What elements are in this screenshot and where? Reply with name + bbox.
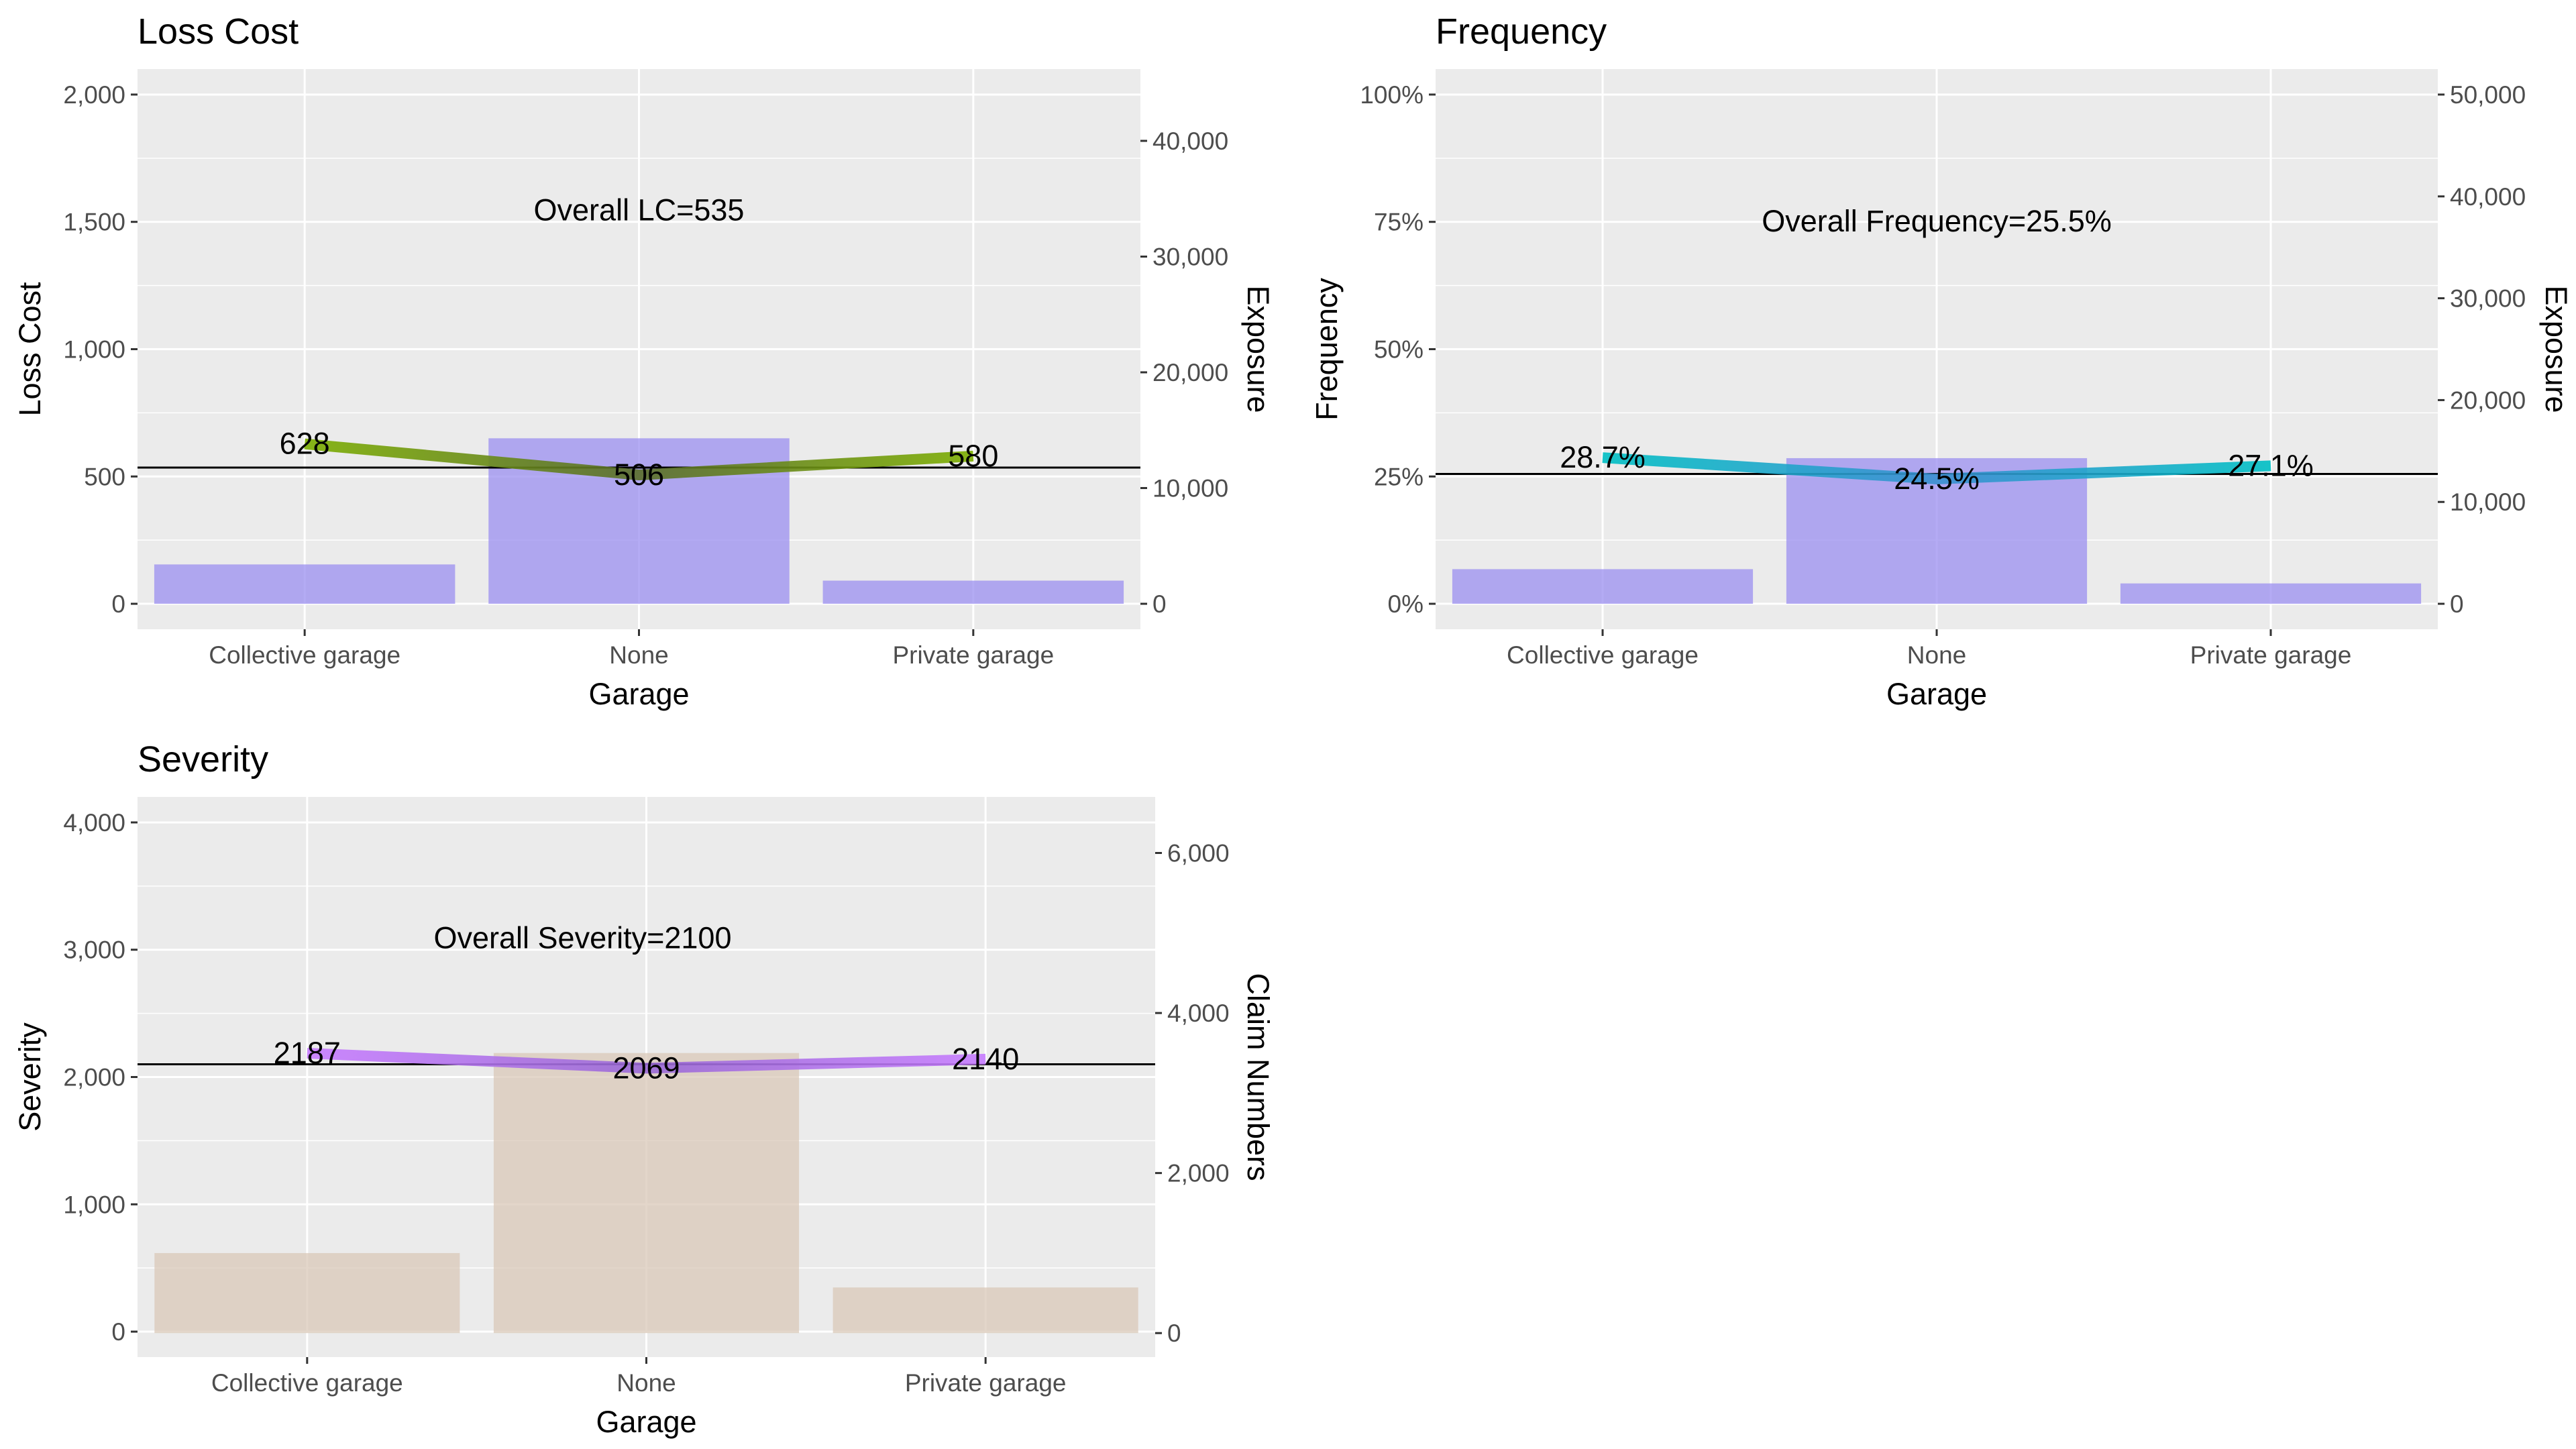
x-tick-label: Collective garage [211,1369,403,1397]
bar-1 [494,1053,799,1334]
y2-tick-label: 40,000 [2450,183,2526,211]
y-tick-label: 500 [84,463,125,490]
panel-title: Frequency [1436,11,1607,52]
bar-2 [833,1287,1138,1333]
y-tick-label: 0 [111,1318,125,1346]
y2-axis-title: Exposure [2539,285,2573,413]
y-tick-label: 1,000 [63,1191,125,1218]
x-tick-label: Private garage [893,641,1055,669]
y2-tick-label: 4,000 [1167,1000,1230,1027]
y-tick-label: 2,000 [63,1064,125,1091]
x-tick-label: Collective garage [209,641,400,669]
bar-2 [823,581,1124,604]
y2-tick-label: 0 [1152,590,1167,618]
y2-tick-label: 30,000 [1152,243,1228,270]
y-tick-label: 25% [1374,463,1424,490]
y2-tick-label: 40,000 [1152,127,1228,155]
x-axis-title: Garage [596,1405,696,1439]
panel-title: Loss Cost [138,11,299,52]
x-tick-label: Collective garage [1507,641,1699,669]
severity-panel: 2187 2069 2140 Overall Severity=2100 0 1,000 2… [13,739,1275,1439]
y2-tick-label: 20,000 [2450,386,2526,414]
data-label-0: 2187 [274,1036,341,1070]
panel-title: Severity [138,739,268,780]
y-tick-label: 75% [1374,209,1424,236]
x-axis-title: Garage [588,677,689,711]
data-label-0: 28.7% [1560,440,1646,474]
y-tick-label: 4,000 [63,809,125,837]
data-label-2: 27.1% [2228,448,2314,482]
data-label-0: 628 [280,427,330,461]
bar-2 [2121,584,2421,604]
loss-cost-panel: 628 506 580 Overall LC=535 0 500 1,000 1,500 2,0… [13,11,1275,711]
x-tick-label: None [616,1369,676,1397]
y-tick-label: 3,000 [63,936,125,964]
data-label-2: 580 [948,439,998,473]
y-axis-title: Loss Cost [13,282,47,417]
bar-0 [1452,569,1753,604]
y-tick-label: 1,500 [63,209,125,236]
y-tick-label: 50% [1374,336,1424,364]
x-tick-label: Private garage [905,1369,1067,1397]
y2-tick-label: 30,000 [2450,285,2526,313]
x-tick-label: Private garage [2190,641,2352,669]
bar-0 [154,564,455,604]
x-tick-label: None [609,641,668,669]
y2-axis-title: Exposure [1241,285,1275,413]
y2-tick-label: 10,000 [1152,475,1228,502]
y2-tick-label: 2,000 [1167,1160,1230,1187]
y2-tick-label: 6,000 [1167,840,1230,867]
y-axis-title: Frequency [1309,278,1344,421]
y2-tick-label: 0 [2450,590,2464,618]
y2-axis-title: Claim Numbers [1241,973,1275,1181]
y2-tick-label: 50,000 [2450,81,2526,109]
y2-tick-label: 0 [1167,1320,1181,1347]
overall-annotation: Overall LC=535 [534,193,745,227]
y-tick-label: 2,000 [63,81,125,109]
y2-tick-label: 20,000 [1152,359,1228,386]
data-label-2: 2140 [952,1042,1019,1076]
overall-annotation: Overall Severity=2100 [434,920,732,955]
x-tick-label: None [1907,641,1966,669]
data-label-1: 24.5% [1894,462,1980,496]
bar-0 [154,1253,460,1333]
x-axis-title: Garage [1886,677,1987,711]
y-axis-title: Severity [13,1022,47,1132]
overall-annotation: Overall Frequency=25.5% [1762,204,2112,238]
y-tick-label: 0% [1388,590,1424,618]
frequency-panel: 28.7% 24.5% 27.1% Overall Frequency=25.5% 0%… [1309,11,2573,711]
y2-tick-label: 10,000 [2450,488,2526,516]
data-label-1: 2069 [612,1051,680,1085]
y-tick-label: 1,000 [63,336,125,364]
data-label-1: 506 [614,458,664,492]
y-tick-label: 100% [1360,81,1424,109]
y-tick-label: 0 [111,590,125,618]
